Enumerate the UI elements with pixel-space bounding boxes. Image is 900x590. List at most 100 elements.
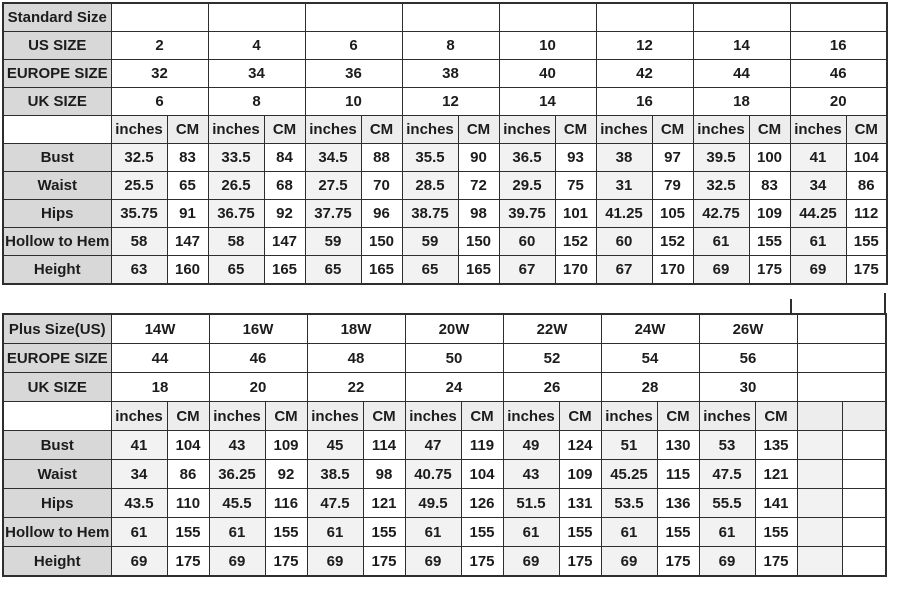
size-value-cell: 14 xyxy=(498,87,597,116)
measurement-value-cell: 96 xyxy=(360,199,403,228)
unit-header-cell: CM xyxy=(845,115,888,144)
measurement-value-cell: 69 xyxy=(600,546,658,577)
size-value-cell: 10 xyxy=(304,87,403,116)
measurement-value-cell: 31 xyxy=(595,171,653,200)
unit-header-cell: CM xyxy=(460,401,504,431)
row-label-cell: Waist xyxy=(2,171,112,200)
measurement-value-cell: 61 xyxy=(404,517,462,547)
unit-header-cell: inches xyxy=(404,401,462,431)
measurement-value-cell: 135 xyxy=(754,430,798,460)
measurement-value-cell: 45.25 xyxy=(600,459,658,489)
measurement-value-cell: 131 xyxy=(558,488,602,518)
size-value-cell: 26 xyxy=(502,372,602,402)
measurement-value-cell: 40.75 xyxy=(404,459,462,489)
border-artifact-line xyxy=(884,293,886,313)
measurement-value-cell: 104 xyxy=(460,459,504,489)
measurement-value-cell: 165 xyxy=(263,255,306,285)
measurement-value-cell: 65 xyxy=(166,171,209,200)
row-label-cell: Height xyxy=(2,546,112,577)
measurement-value-cell: 88 xyxy=(360,143,403,172)
measurement-row: Hips 43.5 110 45.5 116 47.5 121 49.5 126 51.5 131 5… xyxy=(2,488,887,518)
measurement-value-cell: 67 xyxy=(498,255,556,285)
size-value-cell: 16 xyxy=(595,87,694,116)
unit-header-cell: CM xyxy=(360,115,403,144)
measurement-value-cell: 83 xyxy=(748,171,791,200)
measurement-value-cell: 61 xyxy=(502,517,560,547)
size-value-cell xyxy=(796,372,887,402)
measurement-value-cell: 175 xyxy=(845,255,888,285)
row-label-cell: Hollow to Hem xyxy=(2,517,112,547)
unit-header-cell: CM xyxy=(263,115,306,144)
measurement-value-cell: 43.5 xyxy=(110,488,168,518)
measurement-value-cell: 112 xyxy=(845,199,888,228)
size-value-cell: 34 xyxy=(207,59,306,88)
measurement-value-cell: 69 xyxy=(306,546,364,577)
size-row: Standard Size xyxy=(2,2,888,32)
size-value-cell xyxy=(796,343,887,373)
measurement-value-cell: 60 xyxy=(498,227,556,256)
measurement-value-cell xyxy=(841,546,887,577)
row-label-cell: Waist xyxy=(2,459,112,489)
measurement-value-cell: 175 xyxy=(748,255,791,285)
size-value-cell: 56 xyxy=(698,343,798,373)
measurement-value-cell: 75 xyxy=(554,171,597,200)
size-value-cell: 10 xyxy=(498,31,597,60)
measurement-value-cell: 33.5 xyxy=(207,143,265,172)
measurement-value-cell: 104 xyxy=(845,143,888,172)
measurement-value-cell: 155 xyxy=(558,517,602,547)
measurement-value-cell: 150 xyxy=(360,227,403,256)
measurement-value-cell: 90 xyxy=(457,143,500,172)
size-value-cell: 42 xyxy=(595,59,694,88)
measurement-value-cell: 55.5 xyxy=(698,488,756,518)
measurement-value-cell: 53.5 xyxy=(600,488,658,518)
measurement-value-cell: 136 xyxy=(656,488,700,518)
size-value-cell: 16 xyxy=(789,31,888,60)
measurement-value-cell: 65 xyxy=(207,255,265,285)
measurement-value-cell: 147 xyxy=(263,227,306,256)
size-value-cell: 44 xyxy=(692,59,791,88)
unit-header-cell: inches xyxy=(789,115,847,144)
measurement-value-cell: 124 xyxy=(558,430,602,460)
size-value-cell: 14 xyxy=(692,31,791,60)
measurement-value-cell: 100 xyxy=(748,143,791,172)
measurement-value-cell: 63 xyxy=(110,255,168,285)
measurement-value-cell: 109 xyxy=(748,199,791,228)
unit-header-row: inches CM inches CM inches CM inches CM inches CM… xyxy=(2,115,888,144)
measurement-value-cell: 36.5 xyxy=(498,143,556,172)
measurement-value-cell: 98 xyxy=(457,199,500,228)
row-label-cell: UK SIZE xyxy=(2,372,112,402)
measurement-value-cell: 160 xyxy=(166,255,209,285)
measurement-value-cell: 121 xyxy=(362,488,406,518)
measurement-value-cell: 47.5 xyxy=(306,488,364,518)
unit-header-cell: CM xyxy=(166,401,210,431)
unit-header-cell: CM xyxy=(754,401,798,431)
measurement-value-cell: 97 xyxy=(651,143,694,172)
measurement-value-cell: 42.75 xyxy=(692,199,750,228)
unit-header-cell: inches xyxy=(110,115,168,144)
row-label-cell: Hips xyxy=(2,488,112,518)
measurement-value-cell: 25.5 xyxy=(110,171,168,200)
size-value-cell: 54 xyxy=(600,343,700,373)
size-value-cell: 22 xyxy=(306,372,406,402)
row-label-cell: EUROPE SIZE xyxy=(2,59,112,88)
measurement-value-cell: 59 xyxy=(304,227,362,256)
measurement-value-cell: 175 xyxy=(558,546,602,577)
row-label-cell: Hollow to Hem xyxy=(2,227,112,256)
measurement-value-cell: 121 xyxy=(754,459,798,489)
size-value-cell xyxy=(304,2,403,32)
size-value-cell: 52 xyxy=(502,343,602,373)
unit-header-cell: inches xyxy=(110,401,168,431)
measurement-value-cell: 37.75 xyxy=(304,199,362,228)
measurement-value-cell: 53 xyxy=(698,430,756,460)
measurement-value-cell: 98 xyxy=(362,459,406,489)
measurement-value-cell xyxy=(841,517,887,547)
unit-header-cell: CM xyxy=(748,115,791,144)
unit-row-label-cell xyxy=(2,115,112,144)
measurement-value-cell: 61 xyxy=(692,227,750,256)
measurement-value-cell: 47.5 xyxy=(698,459,756,489)
measurement-value-cell: 69 xyxy=(692,255,750,285)
measurement-value-cell: 104 xyxy=(166,430,210,460)
measurement-value-cell: 44.25 xyxy=(789,199,847,228)
size-value-cell: 6 xyxy=(110,87,209,116)
measurement-value-cell: 32.5 xyxy=(110,143,168,172)
